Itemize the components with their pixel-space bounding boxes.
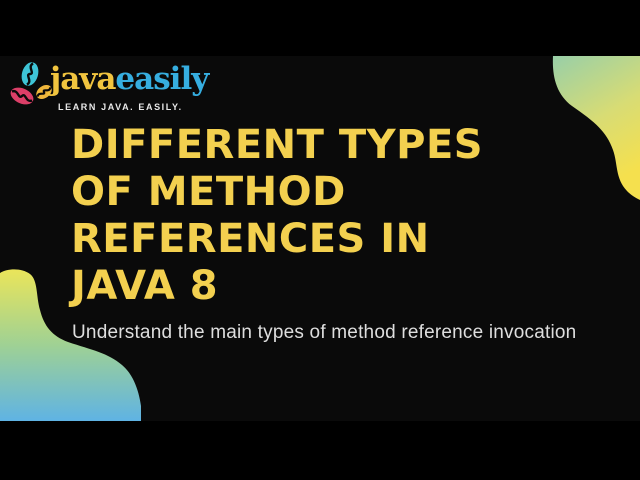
coffee-bean-amber-icon: [36, 85, 52, 99]
coffee-bean-teal-icon: [21, 62, 39, 86]
brand-tagline: LEARN JAVA. EASILY.: [58, 102, 183, 112]
video-subtitle: Understand the main types of method refe…: [72, 322, 577, 343]
brand-name: javaeasily: [50, 61, 209, 97]
letterbox-bottom: [0, 421, 640, 480]
coffee-beans-icon: [10, 62, 52, 105]
video-title-line-1: DIFFERENT TYPES: [71, 122, 484, 168]
video-title-line-4: JAVA 8: [71, 263, 219, 309]
video-title-line-3: REFERENCES IN: [71, 216, 430, 262]
brand-name-java: java: [50, 61, 116, 97]
coffee-bean-crimson-icon: [10, 87, 34, 105]
video-title-line-2: OF METHOD: [71, 169, 346, 215]
video-title: DIFFERENT TYPES OF METHOD REFERENCES IN …: [71, 122, 483, 310]
thumbnail-area: javaeasily LEARN JAVA. EASILY. DIFFERENT…: [0, 56, 640, 421]
letterbox-top: [0, 0, 640, 56]
brand-logo: javaeasily LEARN JAVA. EASILY.: [8, 58, 248, 118]
brand-name-easily: easily: [115, 61, 209, 97]
